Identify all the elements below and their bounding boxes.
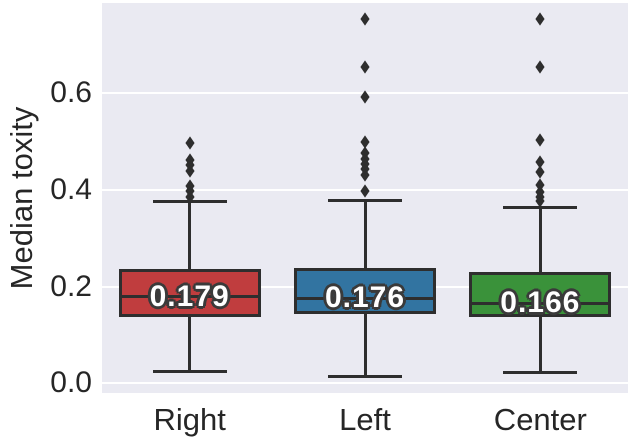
y-tick-label: 0.2 [50,269,92,303]
median-line [118,295,261,299]
whisker-cap-top [503,206,578,210]
gridline [102,382,628,385]
median-line [294,296,436,300]
box-rect [118,269,261,317]
y-tick-label: 0.0 [50,366,92,400]
whisker-cap-bottom [328,375,402,379]
whisker-cap-bottom [152,369,227,373]
x-tick-label: Right [153,402,226,437]
x-tick-label: Left [339,402,391,437]
median-value-label: 0.166 [500,286,581,320]
y-tick-label: 0.4 [50,173,92,207]
whisker-cap-top [328,199,402,203]
median-value-label: 0.176 [324,281,406,315]
x-tick-label: Center [493,402,587,437]
median-line [469,301,612,305]
y-tick-label: 0.6 [50,76,92,110]
whisker-cap-bottom [503,370,578,374]
box-rect [294,267,436,314]
box-rect [469,271,612,317]
median-value-label: 0.179 [149,279,230,313]
